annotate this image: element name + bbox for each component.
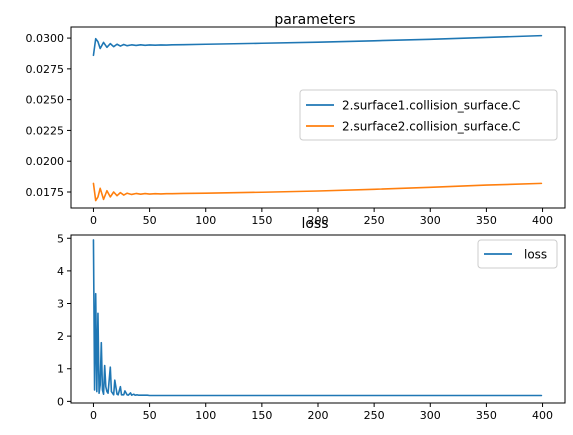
series-line-0 [92,34,543,57]
parameters-series-lines [92,34,543,202]
y-tick-label: 0 [57,395,64,408]
loss-series-lines [92,239,543,397]
loss-y-axis: 0 1 2 3 4 5 [57,232,71,408]
loss-x-axis: 0 50 100 150 200 250 300 350 400 [90,403,553,422]
x-tick-label: 100 [195,214,216,227]
loss-title: loss [301,216,328,232]
y-tick-label: 3 [57,298,64,311]
series-line-0 [92,239,543,397]
parameters-y-axis: 0.0175 0.0200 0.0225 0.0250 0.0275 0.0300 [26,32,71,199]
x-tick-label: 300 [420,409,441,422]
y-tick-label: 0.0200 [26,155,65,168]
parameters-x-axis: 0 50 100 150 200 250 300 350 400 [90,208,553,227]
loss-legend-box [477,239,558,269]
y-tick-label: 2 [57,330,64,343]
loss-subplot: 0 1 2 3 4 5 0 50 100 150 200 250 300 350 400 loss los… [57,216,566,422]
x-tick-label: 0 [90,214,97,227]
loss-legend: loss [477,239,558,269]
x-tick-label: 0 [90,409,97,422]
y-tick-label: 4 [57,265,64,278]
x-tick-label: 150 [251,214,272,227]
y-tick-label: 0.0275 [26,63,65,76]
legend-label-surface1: 2.surface1.collision_surface.C [342,99,520,113]
parameters-subplot: parameters 0.0175 0.0200 0.0225 0.0250 0.027… [26,12,566,227]
x-tick-label: 400 [532,214,553,227]
parameters-legend: 2.surface1.collision_surface.C 2.surface… [299,89,558,141]
parameters-legend-box [299,89,558,141]
parameters-title: parameters [274,12,355,28]
legend-label-loss: loss [524,248,547,262]
x-tick-label: 300 [420,214,441,227]
y-tick-label: 0.0175 [26,186,65,199]
x-tick-label: 250 [364,214,385,227]
x-tick-label: 50 [143,214,157,227]
x-tick-label: 50 [143,409,157,422]
y-tick-label: 5 [57,232,64,245]
x-tick-label: 400 [532,409,553,422]
legend-label-surface2: 2.surface2.collision_surface.C [342,120,520,134]
x-tick-label: 150 [251,409,272,422]
x-tick-label: 350 [476,409,497,422]
x-tick-label: 100 [195,409,216,422]
y-tick-label: 1 [57,363,64,376]
y-tick-label: 0.0225 [26,124,65,137]
x-tick-label: 250 [364,409,385,422]
x-tick-label: 200 [308,409,329,422]
series-line-1 [92,182,543,202]
y-tick-label: 0.0300 [26,32,65,45]
y-tick-label: 0.0250 [26,94,65,107]
x-tick-label: 200 [308,214,329,227]
x-tick-label: 350 [476,214,497,227]
